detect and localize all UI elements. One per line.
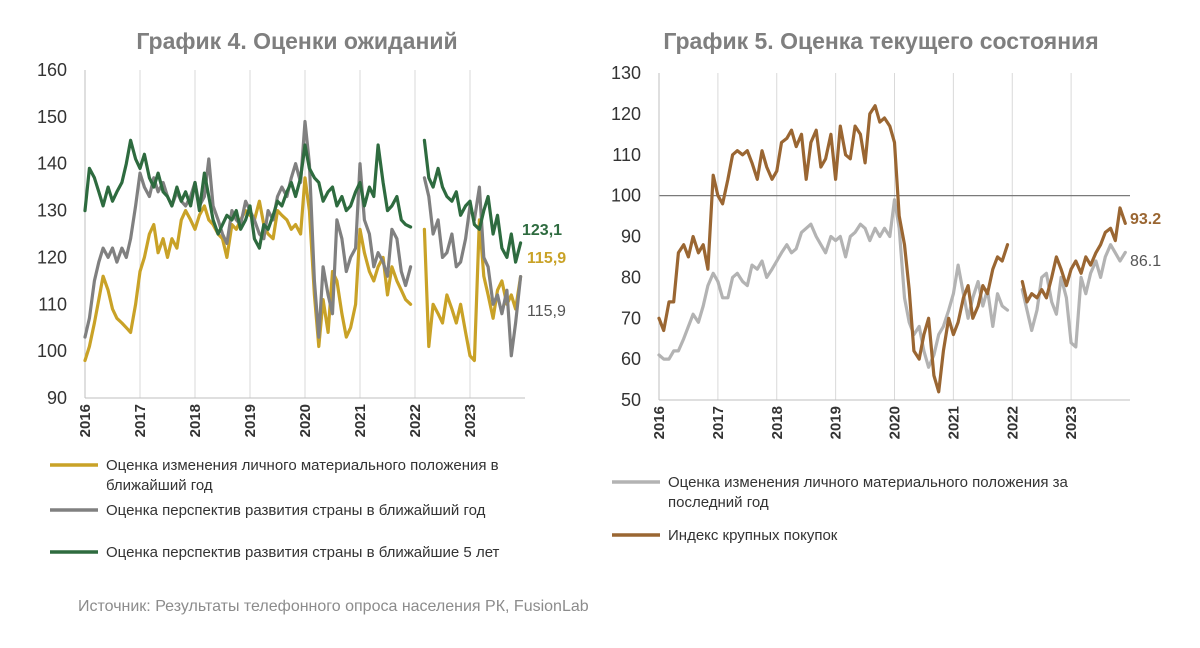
legend-label: Оценка изменения личного материального п… — [106, 457, 499, 494]
legend-label: Индекс крупных покупок — [668, 527, 838, 544]
y-tick-label: 60 — [621, 349, 641, 369]
chart-5-gridlines — [658, 73, 1072, 400]
chart-4-title: График 4. Оценки ожиданий — [136, 28, 457, 54]
y-tick-label: 120 — [37, 247, 67, 267]
y-tick-label: 90 — [47, 388, 67, 408]
y-tick-label: 100 — [37, 341, 67, 361]
x-tick-label: 2023 — [1063, 406, 1080, 439]
series-line-3-segment-1 — [83, 138, 413, 250]
y-tick-label: 130 — [37, 201, 67, 221]
series-line-2-segment-1 — [657, 104, 1010, 394]
chart-4-axes — [84, 70, 525, 399]
series-line-1-segment-1 — [657, 198, 1010, 369]
y-tick-label: 110 — [612, 145, 641, 165]
x-tick-label: 2018 — [769, 406, 786, 439]
series-line-1-segment-2 — [422, 218, 523, 363]
y-tick-label: 160 — [37, 60, 67, 80]
x-tick-label: 2020 — [297, 404, 314, 437]
chart-5-series — [657, 104, 1127, 394]
y-tick-label: 50 — [621, 390, 641, 410]
data-label-end-value: 115,9 — [527, 303, 566, 320]
y-tick-label: 100 — [611, 186, 641, 206]
series-line-2-segment-2 — [422, 176, 523, 358]
chart-5-x-ticks: 2016 2017 2018 2019 2020 2021 2022 2023 — [651, 406, 1080, 439]
data-label-end-value: 93.2 — [1130, 211, 1161, 228]
x-tick-label: 2016 — [651, 406, 668, 439]
chart-4-expectations: График 4. Оценки ожиданий 90 100 110 120 130… — [37, 28, 566, 561]
y-tick-label: 150 — [37, 107, 67, 127]
x-tick-label: 2021 — [352, 404, 369, 437]
chart-4-end-labels: 115,9 115,9 123,1 — [522, 222, 566, 320]
x-tick-label: 2017 — [132, 404, 149, 437]
x-tick-label: 2022 — [407, 404, 424, 437]
y-tick-label: 130 — [611, 63, 641, 83]
x-tick-label: 2022 — [1004, 406, 1021, 439]
x-tick-label: 2019 — [828, 406, 845, 439]
legend-label: Оценка изменения личного материального п… — [668, 474, 1069, 511]
chart-4-series — [83, 119, 523, 363]
x-tick-label: 2023 — [462, 404, 479, 437]
x-tick-label: 2020 — [887, 406, 904, 439]
data-label-end-value: 123,1 — [522, 222, 562, 239]
x-tick-label: 2019 — [242, 404, 259, 437]
series-line-3-segment-2 — [422, 138, 523, 264]
legend-label: Оценка перспектив развития страны в ближ… — [106, 544, 500, 561]
chart-4-y-ticks: 90 100 110 120 130 140 150 160 — [37, 60, 67, 408]
chart-5-title: График 5. Оценка текущего состояния — [663, 28, 1098, 54]
chart-5-legend: Оценка изменения личного материального п… — [612, 474, 1069, 544]
chart-5-axes — [658, 73, 1130, 401]
series-line-2-segment-1 — [83, 119, 413, 339]
data-label-end-value: 115,9 — [527, 250, 566, 267]
chart-4-legend: Оценка изменения личного материального п… — [50, 457, 500, 561]
y-tick-label: 140 — [37, 154, 67, 174]
x-tick-label: 2021 — [945, 406, 962, 439]
series-line-2-segment-2 — [1020, 206, 1127, 304]
y-tick-label: 110 — [38, 294, 67, 314]
chart-5-y-ticks: 50 60 70 80 90 100 110 120 130 — [611, 63, 641, 410]
chart-4-x-ticks: 2016 2017 2018 2019 2020 2021 2022 2023 — [77, 404, 479, 437]
y-tick-label: 70 — [621, 308, 641, 328]
y-tick-label: 80 — [621, 267, 641, 287]
chart-4-gridlines — [84, 70, 471, 398]
data-label-end-value: 86.1 — [1130, 253, 1161, 270]
y-tick-label: 120 — [611, 104, 641, 124]
legend-label: Оценка перспектив развития страны в ближ… — [106, 502, 486, 519]
chart-5-current-state: График 5. Оценка текущего состояния 50 60… — [611, 28, 1161, 544]
x-tick-label: 2018 — [187, 404, 204, 437]
source-note: Источник: Результаты телефонного опроса … — [78, 598, 589, 615]
chart-5-end-labels: 86.1 93.2 — [1130, 211, 1161, 270]
y-tick-label: 90 — [621, 227, 641, 247]
x-tick-label: 2017 — [710, 406, 727, 439]
x-tick-label: 2016 — [77, 404, 94, 437]
